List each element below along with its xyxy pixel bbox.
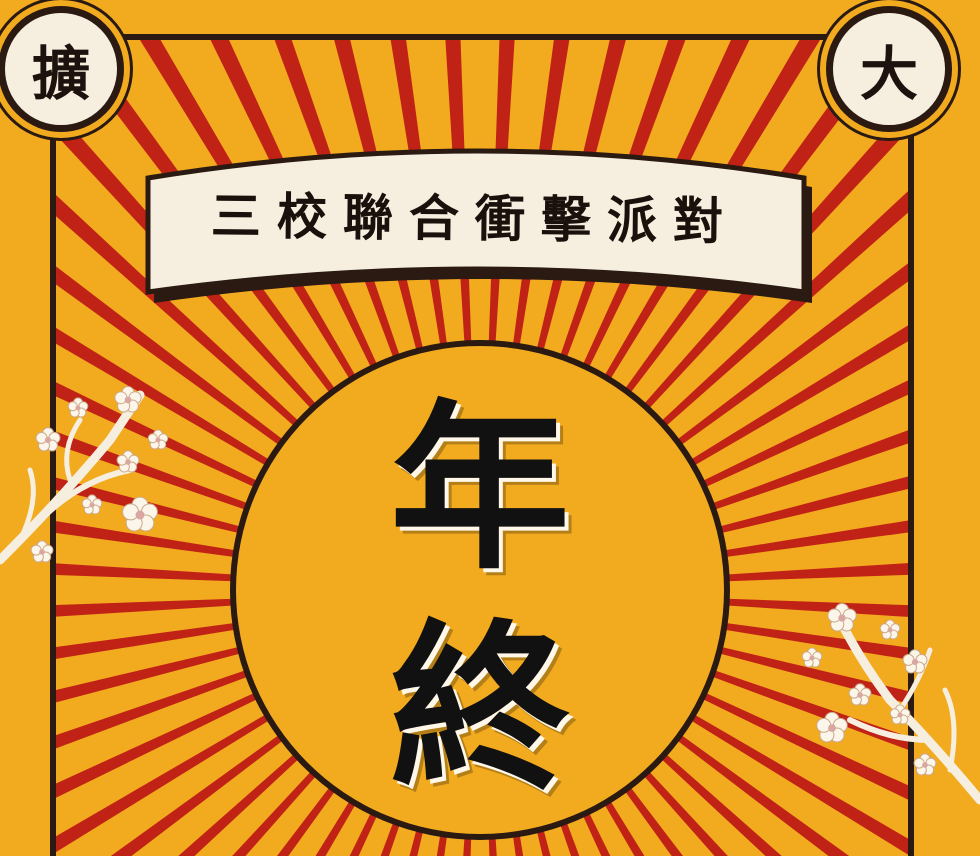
plum-blossom-icon [116, 450, 140, 473]
plum-blossom-icon [114, 386, 142, 413]
plum-blossom-branch-right-icon [835, 615, 980, 805]
plum-blossom-icon [879, 619, 901, 640]
sunburst-ray [480, 40, 610, 590]
headline-char-1: 年 [389, 384, 570, 594]
plum-blossom-icon [81, 494, 103, 515]
plum-blossoms-right [801, 602, 937, 776]
plum-blossom-icon [30, 540, 54, 563]
corner-label-right: 大 [859, 40, 918, 108]
sunburst-ray [480, 212, 908, 590]
plum-blossom-icon [816, 711, 848, 743]
center-disc [236, 346, 724, 834]
headline-char-2: 終 [389, 604, 570, 814]
sunburst-ray [56, 590, 480, 784]
plum-blossom-icon [848, 683, 872, 706]
plum-blossom-icon [902, 649, 928, 674]
banner-ribbon [145, 148, 807, 295]
banner-title: 三校聯合衝擊派對 [210, 187, 740, 251]
plum-blossom-icon [147, 429, 169, 450]
sunburst-ray [480, 489, 908, 590]
plum-blossom-icon [827, 602, 857, 632]
corner-label-left: 擴 [31, 40, 90, 108]
plum-blossom-icon [913, 753, 937, 776]
sunburst-ray [480, 590, 635, 856]
sunburst-ray [480, 281, 908, 590]
corner-badge-left: 擴 [0, 6, 124, 132]
sunburst-ray [480, 590, 766, 856]
plum-blossom-icon [801, 647, 823, 668]
plum-blossom-icon [122, 496, 158, 532]
sunburst-ray [480, 590, 908, 691]
plum-blossom-icon [67, 397, 89, 418]
plum-blossom-icon [889, 704, 911, 725]
corner-badge-right: 大 [826, 6, 952, 132]
plum-blossoms-left [30, 386, 169, 563]
sunburst-ray [56, 216, 480, 590]
plum-blossom-icon [35, 427, 61, 452]
sunburst-ray [194, 590, 480, 856]
